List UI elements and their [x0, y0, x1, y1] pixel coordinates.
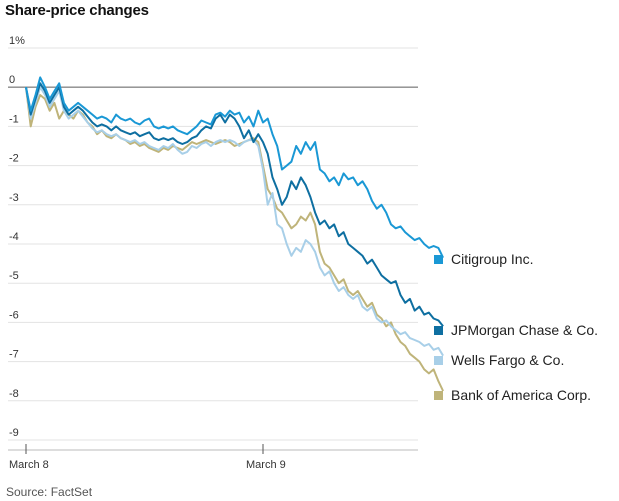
- y-tick-label: -3: [9, 192, 19, 204]
- y-tick-label: -2: [9, 153, 19, 165]
- y-tick-label: 1%: [9, 35, 25, 47]
- axes: 1% 0 -1 -2 -3 -4 -5 -6 -7 -8 -9 March 8 March 9: [8, 35, 418, 471]
- y-tick-label: -9: [9, 427, 19, 439]
- legend-label-citigroup: Citigroup Inc.: [451, 251, 533, 267]
- legend-swatch-citigroup: [434, 255, 443, 264]
- legend-label-wellsfargo: Wells Fargo & Co.: [451, 352, 564, 368]
- series-line-jpmorgan: [25, 82, 444, 327]
- legend-swatch-jpmorgan: [434, 326, 443, 335]
- series-line-bankofamerica: [25, 87, 445, 392]
- chart-title: Share-price changes: [5, 2, 149, 19]
- legend: Citigroup Inc. JPMorgan Chase & Co. Wells …: [434, 251, 598, 403]
- x-tick-label: March 8: [9, 459, 49, 471]
- series-lines: [25, 76, 445, 392]
- legend-label-bankofamerica: Bank of America Corp.: [451, 387, 591, 403]
- y-tick-label: -7: [9, 349, 19, 361]
- source-note: Source: FactSet: [6, 485, 93, 499]
- y-tick-label: -4: [9, 231, 19, 243]
- y-tick-label: -5: [9, 270, 19, 282]
- x-tick-label: March 9: [246, 459, 286, 471]
- y-tick-label: -8: [9, 388, 19, 400]
- y-tick-label: -6: [9, 309, 19, 321]
- legend-swatch-bankofamerica: [434, 391, 443, 400]
- series-line-wellsfargo: [25, 86, 444, 357]
- gridlines: [8, 47, 418, 441]
- legend-swatch-wellsfargo: [434, 356, 443, 365]
- series-line-citigroup: [25, 76, 445, 259]
- legend-label-jpmorgan: JPMorgan Chase & Co.: [451, 322, 598, 338]
- y-tick-label: 0: [9, 74, 15, 86]
- y-tick-label: -1: [9, 113, 19, 125]
